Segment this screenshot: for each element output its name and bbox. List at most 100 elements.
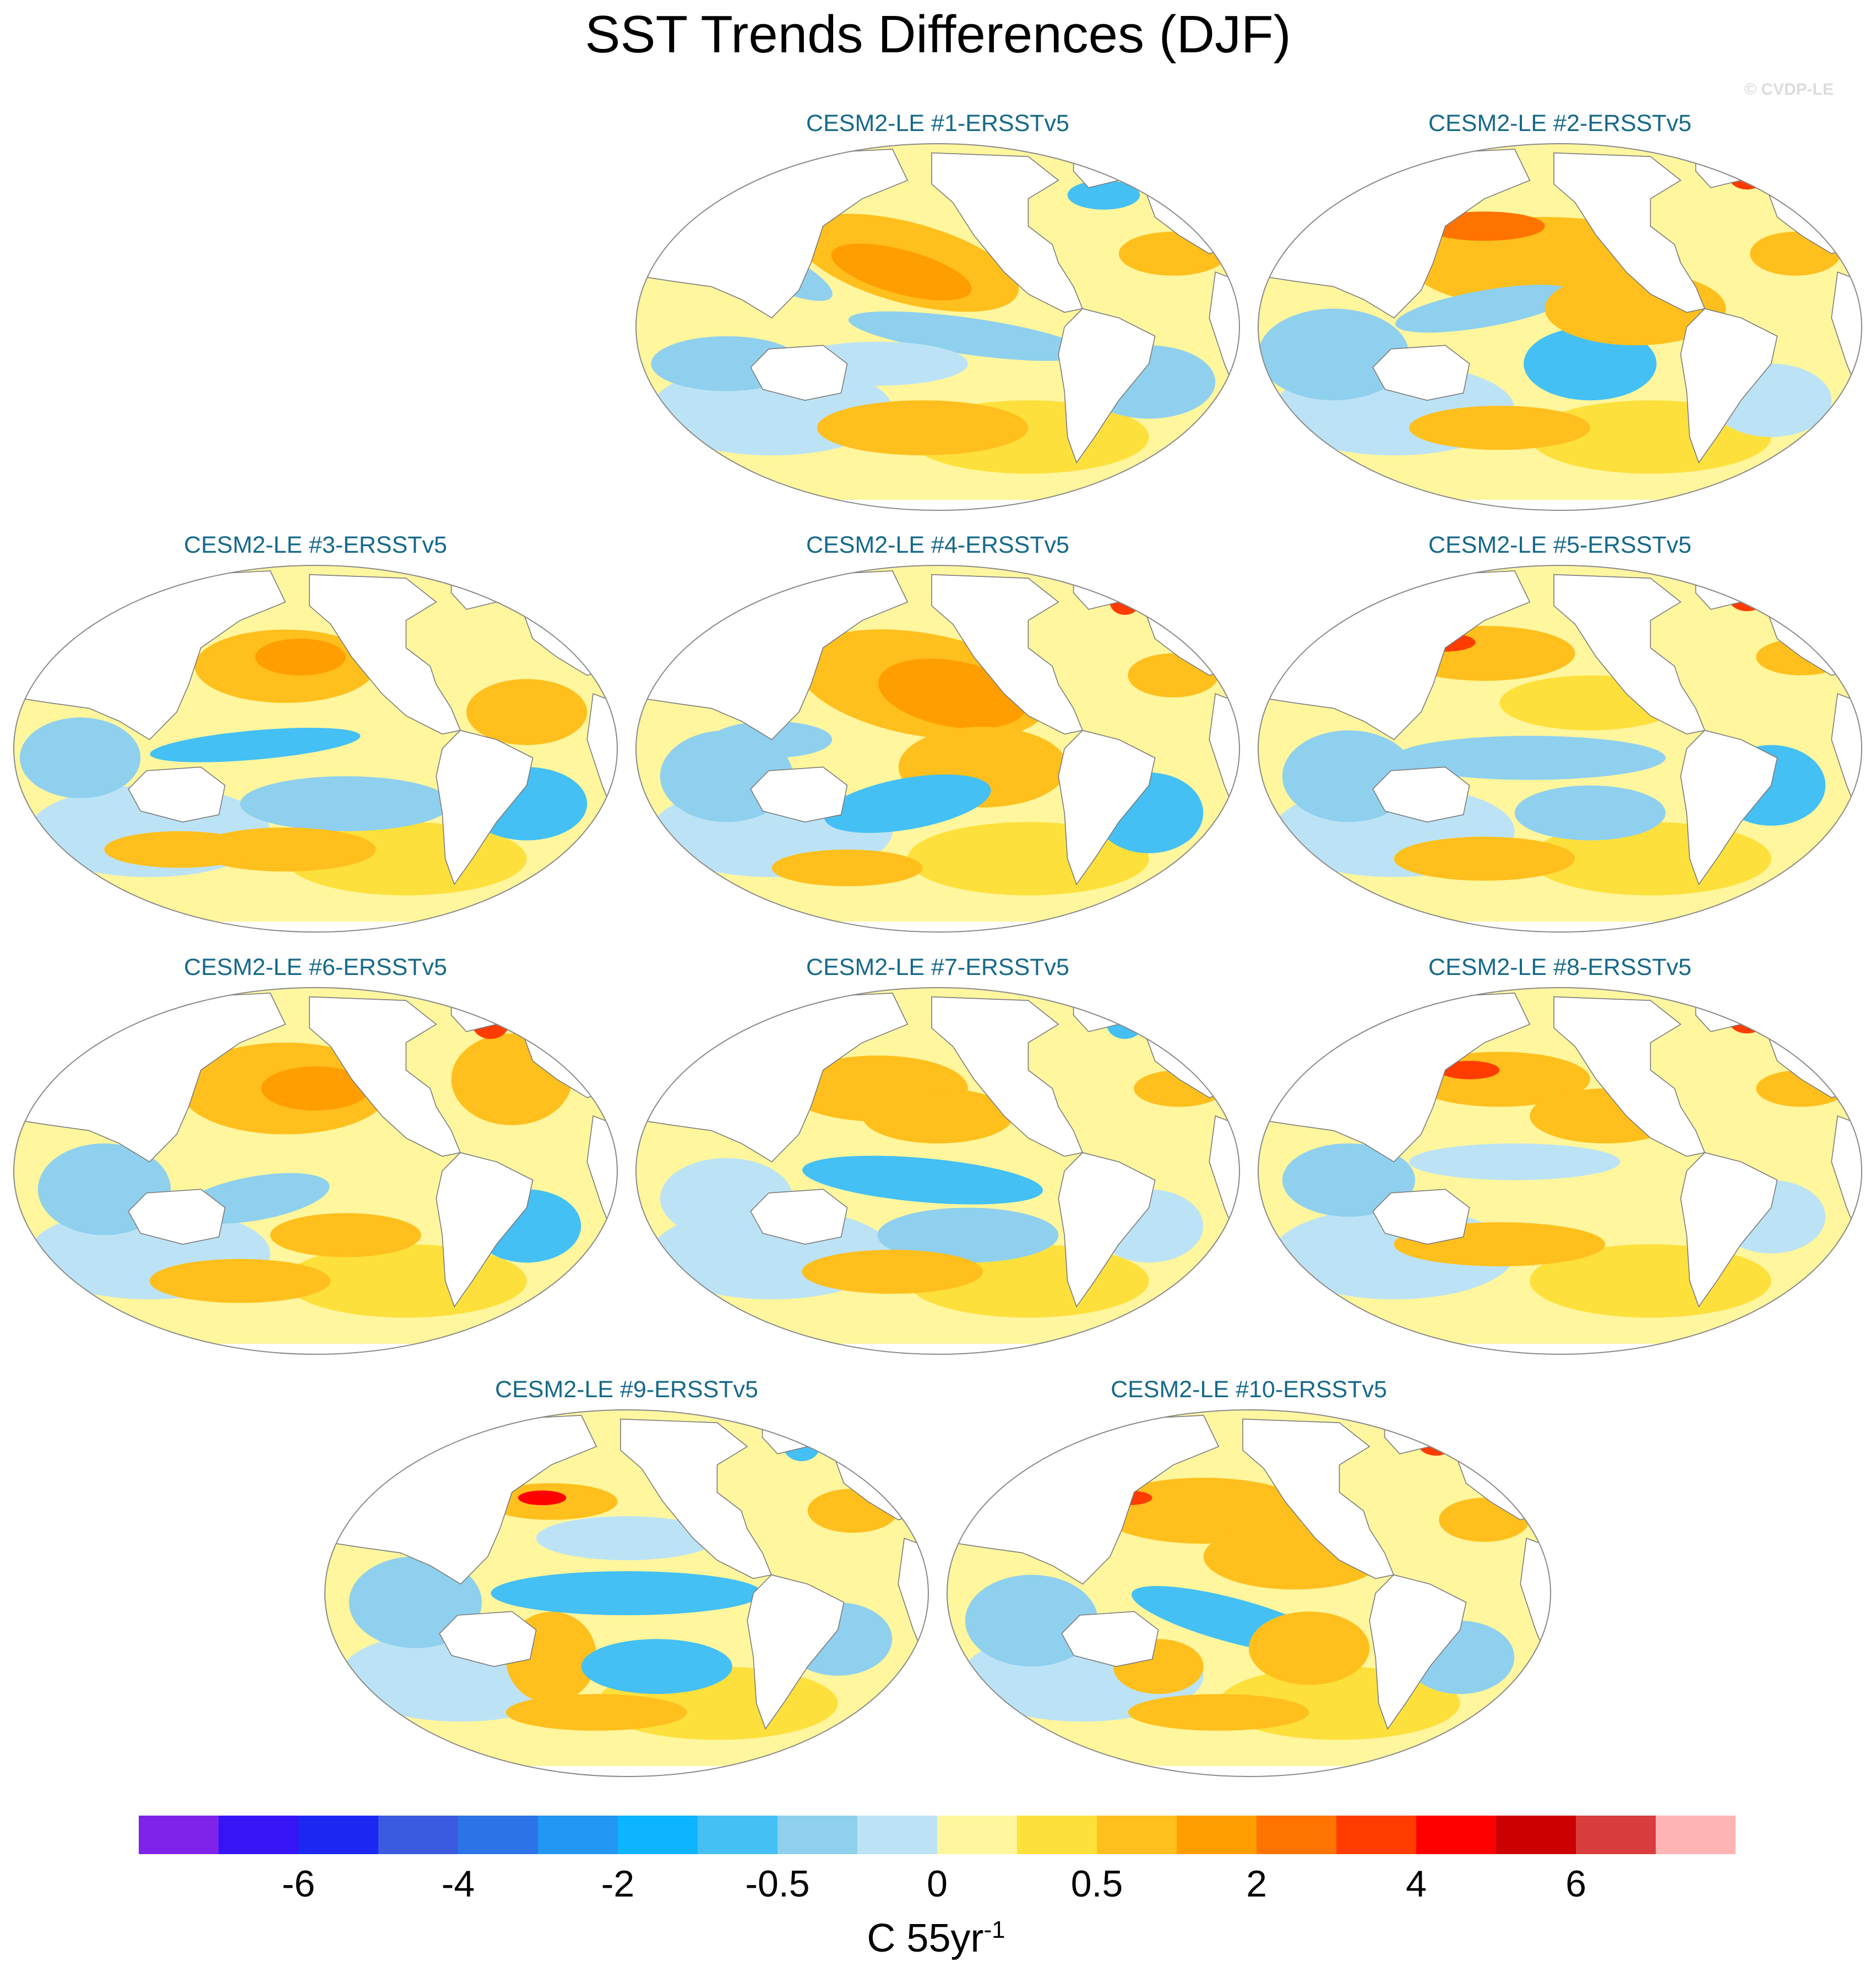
map-field <box>636 988 1239 1354</box>
anomaly-region <box>505 1694 687 1731</box>
antarctica-land <box>636 1344 1239 1354</box>
colorbar-swatch <box>1017 1816 1097 1854</box>
anomaly-region <box>802 1250 983 1294</box>
colorbar-swatch <box>777 1816 858 1854</box>
colorbar-tick-label: 6 <box>1565 1863 1586 1905</box>
anomaly-region <box>1067 180 1140 210</box>
colorbar-swatch <box>857 1816 938 1854</box>
map-panel-9: CESM2-LE #9-ERSSTv5 <box>321 1376 932 1778</box>
anomaly-region <box>1395 285 1574 333</box>
north-america-land <box>1553 152 1706 313</box>
colorbar-swatch <box>298 1816 379 1854</box>
south-america-land <box>1058 1152 1156 1308</box>
map-panel-8: CESM2-LE #8-ERSSTv5 <box>1254 954 1866 1356</box>
colorbar-swatch <box>937 1816 1018 1854</box>
map-border <box>13 565 618 933</box>
sst-map-9 <box>324 1409 929 1777</box>
anomaly-region <box>1128 653 1219 698</box>
panel-title-3: CESM2-LE #3-ERSSTv5 <box>184 532 447 558</box>
anomaly-region <box>518 1490 567 1506</box>
australia-land <box>1061 1611 1159 1668</box>
panel-title-9: CESM2-LE #9-ERSSTv5 <box>495 1376 758 1403</box>
colorbar-tick-label: 4 <box>1406 1863 1427 1905</box>
anomaly-region <box>1524 327 1657 401</box>
antarctica-land <box>325 1766 928 1777</box>
colorbar-swatch <box>1416 1816 1497 1854</box>
antarctica-land <box>636 922 1239 932</box>
anomaly-region <box>261 1066 370 1111</box>
anomaly-region <box>771 849 923 886</box>
colorbar-tick-label: -4 <box>441 1863 475 1905</box>
south-america-land <box>1680 1152 1778 1308</box>
anomaly-region <box>1728 1007 1765 1034</box>
colorbar-units-text: C 55yr <box>867 1916 984 1960</box>
colorbar-swatch <box>538 1816 618 1854</box>
north-america-land <box>1553 574 1706 735</box>
anomaly-region <box>1514 785 1666 841</box>
map-panel-2: CESM2-LE #2-ERSSTv5 <box>1254 110 1866 512</box>
south-america-land <box>747 1574 845 1730</box>
australia-land <box>128 1189 226 1245</box>
sst-map-7 <box>635 987 1240 1355</box>
panel-title-8: CESM2-LE #8-ERSSTv5 <box>1428 954 1692 980</box>
anomaly-region <box>20 717 141 798</box>
antarctica-land <box>636 500 1239 510</box>
anomaly-region <box>255 639 346 675</box>
south-america-land <box>1058 308 1156 464</box>
australia-land <box>750 766 848 823</box>
north-america-land <box>309 996 461 1157</box>
antarctica-land <box>14 1344 617 1354</box>
sst-map-2 <box>1258 143 1862 511</box>
anomaly-region <box>1282 1143 1415 1217</box>
australia-land <box>1372 766 1470 823</box>
anomaly-region <box>491 1571 763 1615</box>
map-panel-5: CESM2-LE #5-ERSSTv5 <box>1254 532 1866 934</box>
anomaly-region <box>194 827 376 872</box>
colorbar-units: C 55yr-1 <box>771 1916 1101 1961</box>
anomaly-region <box>240 776 452 831</box>
anomaly-region <box>1258 308 1409 401</box>
anomaly-region <box>466 679 588 745</box>
map-border <box>13 987 618 1355</box>
south-america-land <box>1680 729 1778 886</box>
map-field <box>636 565 1239 932</box>
north-america-land <box>309 574 461 735</box>
anomaly-region <box>1750 231 1841 276</box>
antarctica-land <box>1258 922 1862 932</box>
colorbar-tick-label: -0.5 <box>745 1863 810 1905</box>
anomaly-region <box>1728 585 1765 612</box>
colorbar-tick-label: -6 <box>281 1863 316 1905</box>
australia-land <box>750 345 848 401</box>
map-panel-4: CESM2-LE #4-ERSSTv5 <box>632 532 1243 934</box>
sst-map-10 <box>947 1409 1551 1777</box>
anomaly-region <box>877 1207 1059 1263</box>
australia-land <box>439 1611 537 1668</box>
anomaly-region <box>817 400 1029 455</box>
anomaly-region <box>1394 836 1575 881</box>
colorbar-swatch <box>1576 1816 1656 1854</box>
anomaly-region <box>862 1088 1013 1143</box>
map-panel-6: CESM2-LE #6-ERSSTv5 <box>10 954 621 1356</box>
antarctica-land <box>947 1766 1551 1777</box>
colorbar-swatch <box>618 1816 698 1854</box>
map-panel-7: CESM2-LE #7-ERSSTv5 <box>632 954 1243 1356</box>
colorbar-units-exponent: -1 <box>983 1916 1005 1943</box>
colorbar-swatch <box>378 1816 459 1854</box>
panel-title-6: CESM2-LE #6-ERSSTv5 <box>184 954 447 980</box>
map-border <box>324 1409 929 1777</box>
north-america-land <box>620 1418 773 1579</box>
panel-title-7: CESM2-LE #7-ERSSTv5 <box>806 954 1069 980</box>
colorbar <box>139 1816 1736 1854</box>
anomaly-region <box>581 1639 732 1694</box>
anomaly-region <box>270 1213 421 1257</box>
panel-title-5: CESM2-LE #5-ERSSTv5 <box>1428 532 1692 558</box>
north-america-land <box>931 574 1084 735</box>
colorbar-swatch <box>1336 1816 1417 1854</box>
colorbar-swatch <box>1656 1816 1736 1854</box>
sst-map-5 <box>1258 565 1862 933</box>
australia-land <box>1372 345 1470 401</box>
anomaly-region <box>150 727 361 762</box>
anomaly-region <box>824 774 991 833</box>
map-panel-10: CESM2-LE #10-ERSSTv5 <box>943 1376 1554 1778</box>
panel-title-1: CESM2-LE #1-ERSSTv5 <box>806 110 1069 137</box>
